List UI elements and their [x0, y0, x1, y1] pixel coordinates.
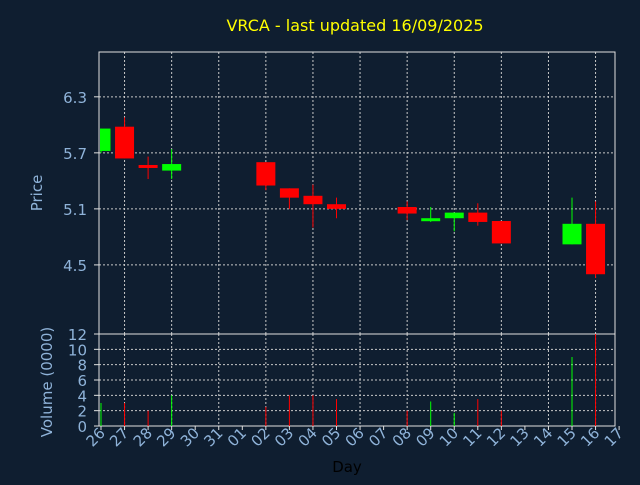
volume-tick-label: 8: [77, 357, 87, 375]
price-grid: [99, 52, 615, 334]
candles-layer: [100, 117, 606, 278]
price-axis-label: Price: [28, 175, 46, 212]
volume-tick-label: 2: [77, 403, 87, 421]
x-axis-label: Day: [332, 458, 362, 476]
candle-body: [491, 221, 511, 244]
candle-body: [303, 195, 323, 205]
candle-body: [586, 223, 606, 275]
candle-body: [327, 204, 346, 209]
candle-body: [279, 188, 299, 198]
candle-body: [397, 207, 417, 214]
price-tick-label: 6.3: [63, 89, 87, 107]
candle-body: [115, 126, 135, 159]
volume-bars-layer: [100, 334, 597, 426]
volume-tick-label: 4: [77, 387, 87, 405]
x-axis-ticks: 2627282930310102030405060708091011121314…: [83, 424, 627, 450]
candle-body: [162, 164, 182, 171]
volume-tick-label: 6: [77, 372, 87, 390]
candle-body: [100, 128, 111, 151]
volume-tick-label: 12: [68, 326, 87, 344]
candle-body: [444, 212, 464, 219]
price-tick-label: 5.1: [63, 201, 87, 219]
chart-title: VRCA - last updated 16/09/2025: [226, 16, 483, 35]
candle-body: [138, 164, 158, 168]
volume-tick-label: 0: [77, 418, 87, 436]
price-axis-ticks: 4.5 5.1 5.7 6.3: [63, 89, 99, 275]
candle-body: [468, 212, 488, 222]
volume-tick-label: 10: [68, 341, 87, 359]
candle-body: [421, 218, 441, 222]
volume-axis-label: Volume (0000): [38, 327, 56, 437]
candle-body: [256, 162, 276, 186]
price-tick-label: 5.7: [63, 145, 87, 163]
candle-body: [562, 223, 582, 245]
price-tick-label: 4.5: [63, 257, 87, 275]
